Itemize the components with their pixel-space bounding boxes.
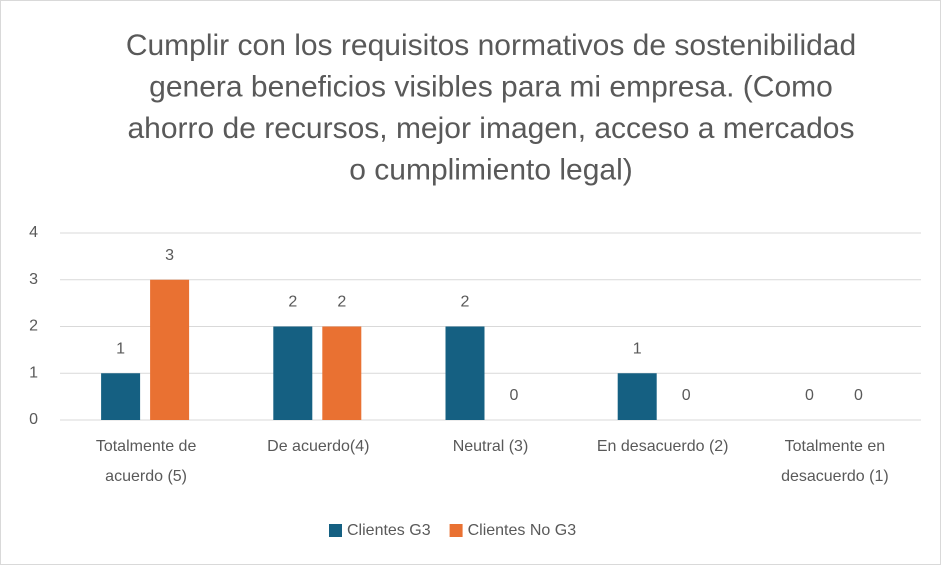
data-label: 0 — [682, 387, 691, 404]
legend-swatch — [449, 524, 463, 537]
bar — [273, 326, 313, 420]
chart-title: Cumplir con los requisitos normativos de… — [126, 29, 856, 187]
bar — [445, 326, 485, 420]
data-label: 2 — [288, 294, 297, 311]
y-tick-label: 1 — [29, 364, 38, 381]
legend-swatch — [329, 524, 342, 537]
x-tick-label: De acuerdo(4) — [267, 438, 369, 455]
y-tick-label: 2 — [29, 318, 38, 335]
bar — [322, 326, 362, 420]
data-label: 2 — [337, 294, 346, 311]
y-tick-label: 4 — [29, 224, 38, 241]
x-tick-label: Totalmente en desacuerdo (1) — [781, 438, 889, 485]
legend-label: Clientes G3 — [347, 522, 431, 539]
data-label: 1 — [633, 340, 642, 357]
x-tick-label: Neutral (3) — [453, 438, 529, 455]
y-tick-label: 3 — [29, 271, 38, 288]
data-label: 3 — [165, 247, 174, 264]
x-tick-label: En desacuerdo (2) — [597, 438, 729, 455]
bar — [101, 373, 141, 420]
data-label: 0 — [854, 387, 863, 404]
data-label: 1 — [116, 340, 125, 357]
data-label: 2 — [461, 294, 470, 311]
data-label: 0 — [510, 387, 519, 404]
legend-label: Clientes No G3 — [468, 522, 577, 539]
x-tick-label: Totalmente de acuerdo (5) — [96, 438, 197, 485]
bar — [150, 279, 190, 420]
y-tick-label: 0 — [29, 411, 38, 428]
bar — [617, 373, 657, 420]
data-label: 0 — [805, 387, 814, 404]
